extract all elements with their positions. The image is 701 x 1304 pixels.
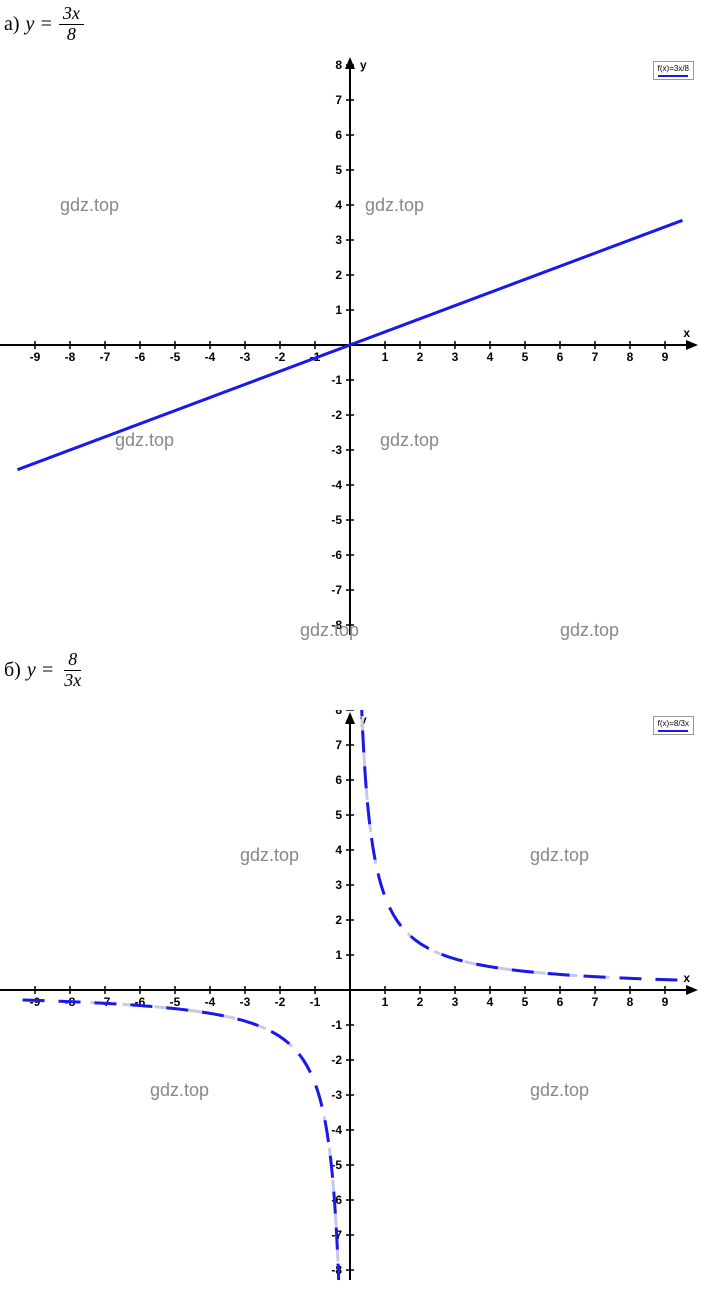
svg-text:2: 2 [417,350,424,364]
formula-a-fraction: 3x 8 [59,4,84,45]
svg-text:4: 4 [335,843,342,857]
svg-text:-4: -4 [205,995,216,1009]
svg-text:-1: -1 [331,1018,342,1032]
svg-text:6: 6 [557,995,564,1009]
svg-text:7: 7 [592,350,599,364]
svg-text:6: 6 [335,128,342,142]
svg-text:-7: -7 [100,350,111,364]
svg-text:-8: -8 [331,618,342,632]
svg-text:-6: -6 [135,350,146,364]
svg-text:4: 4 [487,995,494,1009]
chart-a-svg: xy-9-8-7-6-5-4-3-2-1123456789-9-8-7-6-5-… [0,55,700,635]
svg-text:8: 8 [627,350,634,364]
svg-text:5: 5 [522,995,529,1009]
svg-text:5: 5 [522,350,529,364]
svg-text:2: 2 [335,268,342,282]
formula-b-den: 3x [60,671,85,691]
svg-text:4: 4 [335,198,342,212]
svg-text:1: 1 [382,350,389,364]
svg-text:6: 6 [335,773,342,787]
chart-b-container: f(x)=8/3x xy-9-8-7-6-5-4-3-2-1123456789-… [0,710,700,1280]
svg-text:2: 2 [335,913,342,927]
svg-text:-2: -2 [331,408,342,422]
svg-text:3: 3 [452,350,459,364]
svg-text:x: x [683,326,690,340]
svg-text:-2: -2 [275,995,286,1009]
svg-text:-1: -1 [331,373,342,387]
svg-text:1: 1 [335,303,342,317]
svg-text:-2: -2 [331,1053,342,1067]
svg-text:-5: -5 [331,513,342,527]
svg-text:8: 8 [335,710,342,717]
svg-text:-4: -4 [205,350,216,364]
svg-text:-4: -4 [331,478,342,492]
formula-a-lhs: y = [26,13,53,36]
svg-text:3: 3 [335,233,342,247]
svg-text:5: 5 [335,808,342,822]
chart-b-legend: f(x)=8/3x [653,716,694,735]
svg-text:4: 4 [487,350,494,364]
svg-text:-8: -8 [65,350,76,364]
svg-text:-1: -1 [310,995,321,1009]
formula-a: а) y = 3x 8 [4,4,84,45]
svg-text:y: y [360,58,367,72]
formula-b-num: 8 [64,650,81,671]
svg-text:7: 7 [592,995,599,1009]
svg-text:-5: -5 [170,350,181,364]
formula-a-num: 3x [59,4,84,25]
svg-text:1: 1 [335,948,342,962]
svg-text:6: 6 [557,350,564,364]
chart-b-legend-text: f(x)=8/3x [658,719,689,728]
svg-text:8: 8 [627,995,634,1009]
formula-b-label: б) [4,659,21,682]
svg-text:3: 3 [452,995,459,1009]
svg-text:x: x [683,971,690,985]
svg-text:-2: -2 [275,350,286,364]
svg-text:-9: -9 [30,350,41,364]
chart-b-svg: xy-9-8-7-6-5-4-3-2-1123456789-9-8-7-6-5-… [0,710,700,1280]
chart-b-legend-line [658,730,688,732]
formula-a-den: 8 [63,25,80,45]
svg-text:-6: -6 [331,548,342,562]
formula-b-lhs: y = [27,659,54,682]
svg-text:-3: -3 [240,350,251,364]
svg-text:5: 5 [335,163,342,177]
svg-text:9: 9 [662,350,669,364]
formula-a-label: а) [4,13,20,36]
svg-text:8: 8 [335,58,342,72]
formula-b-fraction: 8 3x [60,650,85,691]
svg-text:9: 9 [662,995,669,1009]
svg-text:-3: -3 [331,443,342,457]
svg-text:7: 7 [335,738,342,752]
svg-text:-3: -3 [331,1088,342,1102]
formula-b: б) y = 8 3x [4,650,85,691]
svg-text:-4: -4 [331,1123,342,1137]
svg-text:2: 2 [417,995,424,1009]
svg-text:7: 7 [335,93,342,107]
chart-a-legend-text: f(x)=3x/8 [658,64,689,73]
chart-a-legend-line [658,75,688,77]
chart-a-container: f(x)=3x/8 x y -9 -8 -7 -6 -5 -4 -3 -2 -1 1 2 3 4 5 6 7 8 9 -… [0,55,700,635]
svg-text:3: 3 [335,878,342,892]
svg-text:1: 1 [382,995,389,1009]
svg-text:-3: -3 [240,995,251,1009]
svg-text:-7: -7 [331,583,342,597]
chart-a-legend: f(x)=3x/8 [653,61,694,80]
